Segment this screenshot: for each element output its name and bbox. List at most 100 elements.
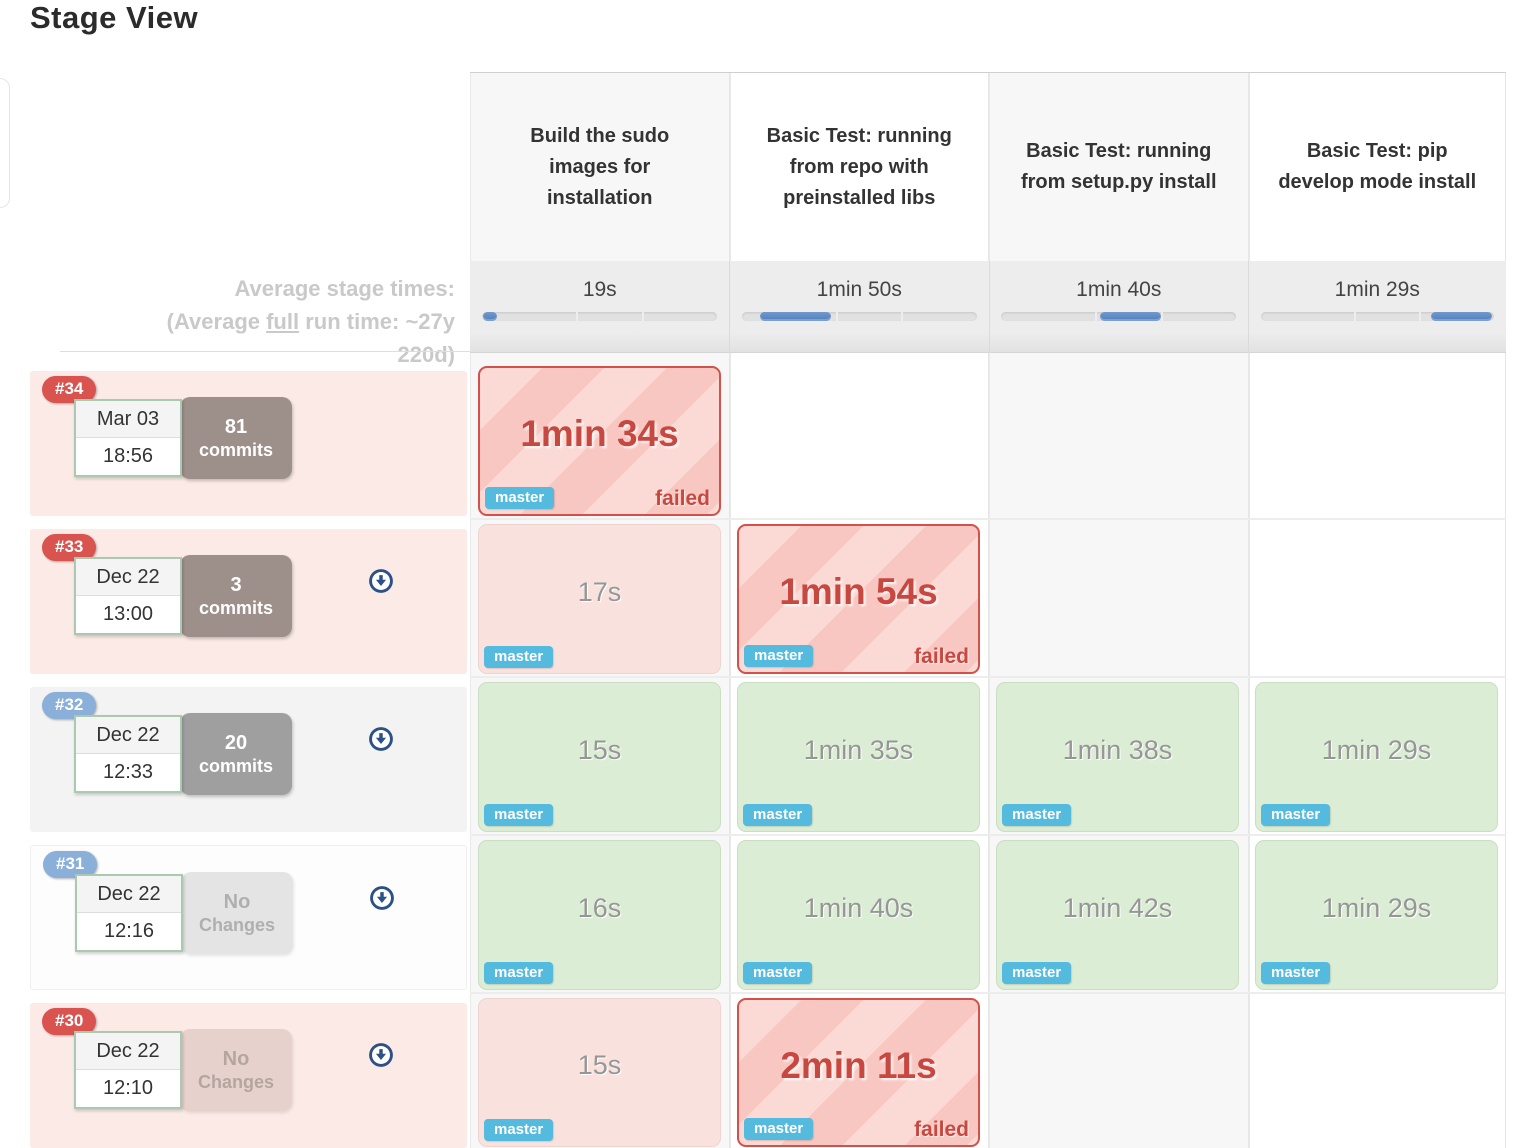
- stage-header: Basic Test: running from setup.py instal…: [1020, 140, 1217, 193]
- stage-time-progressbar: [1260, 312, 1494, 321]
- stage-cell[interactable]: 1min 29s master: [1255, 840, 1498, 990]
- build-datetime[interactable]: Dec 22 12:33: [74, 715, 182, 793]
- row-separator: [470, 676, 1506, 678]
- progress-tick: [1160, 312, 1163, 321]
- no-changes-box: No Changes: [180, 1029, 292, 1111]
- stage-duration: 1min 54s: [779, 571, 938, 612]
- download-changes-icon[interactable]: [368, 726, 394, 752]
- branch-badge: master: [484, 646, 554, 668]
- branch-badge: master: [484, 1119, 554, 1141]
- failed-label: failed: [914, 1118, 969, 1141]
- branch-badge: master: [1002, 804, 1072, 826]
- stage-average-time: 19s: [582, 278, 617, 301]
- branch-badge: master: [743, 962, 813, 984]
- build-row: #31 Dec 22 12:16 No Changes: [30, 845, 467, 990]
- stage-cell-failed[interactable]: 1min 54s master failed: [737, 524, 980, 674]
- stage-duration: 1min 40s: [803, 892, 914, 923]
- build-badge[interactable]: #31: [43, 851, 98, 878]
- build-time: 12:10: [102, 1077, 154, 1099]
- stage-duration: 1min 29s: [1321, 734, 1432, 765]
- stage-header: Build the sudo images for installation: [530, 124, 670, 209]
- branch-badge: master: [1261, 804, 1331, 826]
- stage-cell-failed[interactable]: 1min 34s master failed: [478, 366, 721, 516]
- failed-label: failed: [655, 487, 710, 510]
- stage-duration: 15s: [577, 734, 622, 765]
- build-time: 18:56: [102, 445, 154, 467]
- build-badge[interactable]: #32: [42, 692, 97, 719]
- stage-duration: 15s: [577, 1050, 622, 1080]
- changes-box[interactable]: 20 commits: [180, 713, 292, 795]
- download-changes-icon[interactable]: [368, 568, 394, 594]
- progress-tick: [1095, 312, 1097, 321]
- stage-cell[interactable]: 15s master: [478, 998, 721, 1147]
- stage-duration: 17s: [577, 576, 622, 607]
- stage-header: Basic Test: running from repo with prein…: [766, 124, 952, 209]
- stage-time-progressbar: [1001, 312, 1236, 321]
- build-datetime[interactable]: Mar 03 18:56: [74, 399, 182, 477]
- stage-cell[interactable]: 16s master: [478, 840, 721, 990]
- stage-duration: 1min 29s: [1321, 892, 1432, 923]
- stage-cell[interactable]: 17s master: [478, 524, 721, 674]
- stage-cell[interactable]: 1min 35s master: [737, 682, 980, 832]
- progress-tick: [1353, 312, 1356, 321]
- stage-time-progressbar: [482, 312, 717, 321]
- column-divider: [1248, 261, 1249, 353]
- stage-duration: 2min 11s: [780, 1044, 937, 1086]
- stage-view-table: Build the sudo images for installation B…: [470, 72, 1506, 1148]
- build-row: #33 Dec 22 13:00 3 commits: [30, 529, 467, 674]
- branch-badge: master: [744, 1118, 814, 1140]
- branch-badge: master: [484, 804, 554, 826]
- build-date: Dec 22: [77, 876, 181, 913]
- stage-time-progressbar: [741, 312, 977, 321]
- row-separator: [470, 518, 1506, 520]
- build-badge[interactable]: #33: [42, 534, 97, 561]
- stage-cell[interactable]: 1min 38s master: [996, 682, 1239, 832]
- build-row: #34 Mar 03 18:56 81 commits: [30, 371, 467, 516]
- build-datetime[interactable]: Dec 22 13:00: [74, 557, 182, 635]
- progress-tick: [576, 312, 578, 321]
- changes-box[interactable]: 81 commits: [180, 397, 292, 479]
- changes-box[interactable]: 3 commits: [180, 555, 292, 637]
- build-time: 12:16: [103, 920, 155, 942]
- stage-average-time: 1min 40s: [1076, 278, 1162, 301]
- column-divider: [988, 261, 990, 353]
- build-time: 13:00: [102, 603, 154, 625]
- stage-cell[interactable]: 1min 42s master: [996, 840, 1239, 990]
- average-full-run-time-wrap: 220d): [397, 342, 455, 367]
- stage-average-time: 1min 50s: [816, 278, 902, 301]
- build-datetime[interactable]: Dec 22 12:10: [74, 1031, 182, 1109]
- progress-fill: [760, 312, 831, 321]
- download-changes-icon[interactable]: [369, 885, 395, 911]
- branch-badge: master: [743, 804, 813, 826]
- column-divider: [729, 261, 730, 353]
- progress-fill: [483, 312, 498, 321]
- no-changes-box: No Changes: [181, 872, 293, 954]
- download-changes-icon[interactable]: [368, 1042, 394, 1068]
- stage-duration: 1min 34s: [520, 413, 679, 454]
- average-full-run-time-label: (Average full run time: ~27y: [166, 309, 455, 334]
- progress-fill: [1430, 312, 1493, 321]
- row-separator: [470, 834, 1506, 836]
- stage-cell[interactable]: 1min 29s master: [1255, 682, 1498, 832]
- stage-duration: 16s: [577, 892, 622, 923]
- stage-duration: 1min 38s: [1062, 734, 1173, 765]
- build-time: 12:33: [102, 761, 154, 783]
- build-datetime[interactable]: Dec 22 12:16: [75, 874, 183, 952]
- failed-label: failed: [914, 645, 969, 668]
- stage-duration: 1min 42s: [1062, 892, 1173, 923]
- progress-tick: [901, 312, 904, 321]
- progress-fill: [1099, 312, 1161, 321]
- progress-tick: [835, 312, 838, 321]
- stage-cell-failed[interactable]: 2min 11s master failed: [737, 998, 980, 1147]
- build-badge[interactable]: #30: [42, 1008, 97, 1035]
- stage-average-time: 1min 29s: [1334, 278, 1420, 301]
- stage-cell[interactable]: 15s master: [478, 682, 721, 832]
- build-badge[interactable]: #34: [42, 376, 97, 403]
- stage-cell[interactable]: 1min 40s master: [737, 840, 980, 990]
- build-row: #30 Dec 22 12:10 No Changes: [30, 1003, 467, 1148]
- build-date: Dec 22: [76, 559, 180, 596]
- left-panel-stub: [0, 78, 10, 208]
- full-run-link[interactable]: full: [266, 309, 300, 334]
- build-date: Dec 22: [76, 1033, 180, 1070]
